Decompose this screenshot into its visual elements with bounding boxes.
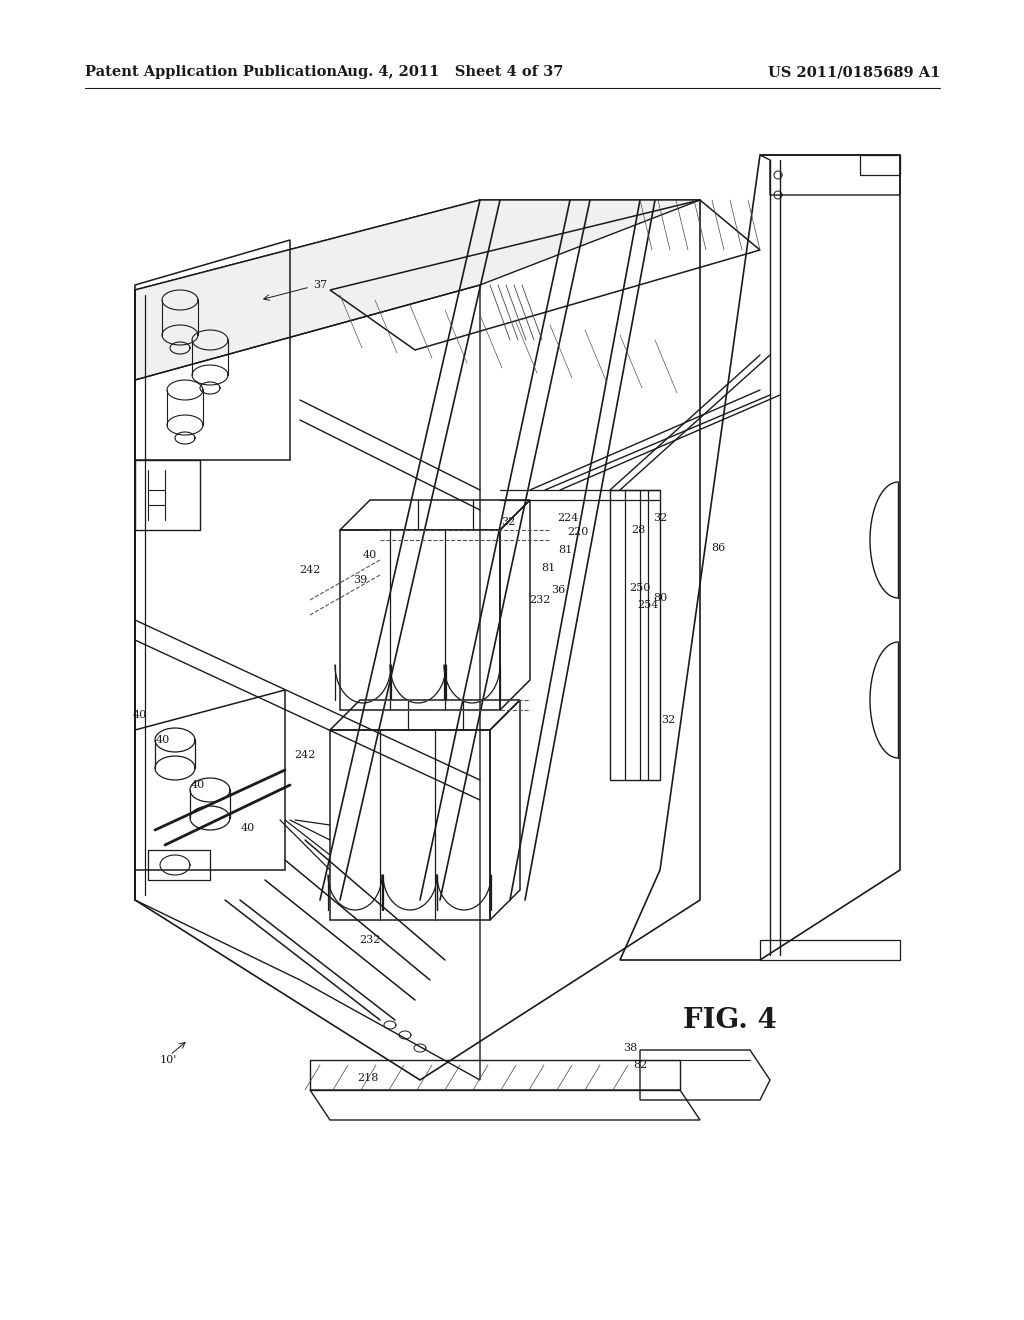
Text: 32: 32: [653, 513, 667, 523]
Text: Patent Application Publication: Patent Application Publication: [85, 65, 337, 79]
Text: 81: 81: [541, 564, 555, 573]
Polygon shape: [135, 201, 700, 380]
Text: US 2011/0185689 A1: US 2011/0185689 A1: [768, 65, 940, 79]
Text: 232: 232: [359, 935, 381, 945]
Text: 254: 254: [637, 601, 658, 610]
Text: 10': 10': [160, 1055, 177, 1065]
Text: 224: 224: [557, 513, 579, 523]
Text: 32: 32: [501, 517, 515, 527]
Text: 36: 36: [551, 585, 565, 595]
Text: 220: 220: [567, 527, 589, 537]
Text: 242: 242: [294, 750, 315, 760]
Text: 82: 82: [633, 1060, 647, 1071]
Text: 39: 39: [353, 576, 368, 585]
Text: Aug. 4, 2011   Sheet 4 of 37: Aug. 4, 2011 Sheet 4 of 37: [336, 65, 563, 79]
Text: 40: 40: [133, 710, 147, 719]
Text: 218: 218: [357, 1073, 379, 1082]
Text: 38: 38: [623, 1043, 637, 1053]
Text: 40: 40: [362, 550, 377, 560]
Text: 40: 40: [241, 822, 255, 833]
Text: 86: 86: [711, 543, 725, 553]
Text: 80: 80: [653, 593, 667, 603]
Text: 28: 28: [631, 525, 645, 535]
Text: 40: 40: [190, 780, 205, 789]
Text: 32: 32: [660, 715, 675, 725]
Text: 250: 250: [630, 583, 650, 593]
Text: 232: 232: [529, 595, 551, 605]
Text: FIG. 4: FIG. 4: [683, 1006, 777, 1034]
Text: 40: 40: [156, 735, 170, 744]
Text: 81: 81: [558, 545, 572, 554]
Text: 242: 242: [299, 565, 321, 576]
Text: 37: 37: [313, 280, 327, 290]
